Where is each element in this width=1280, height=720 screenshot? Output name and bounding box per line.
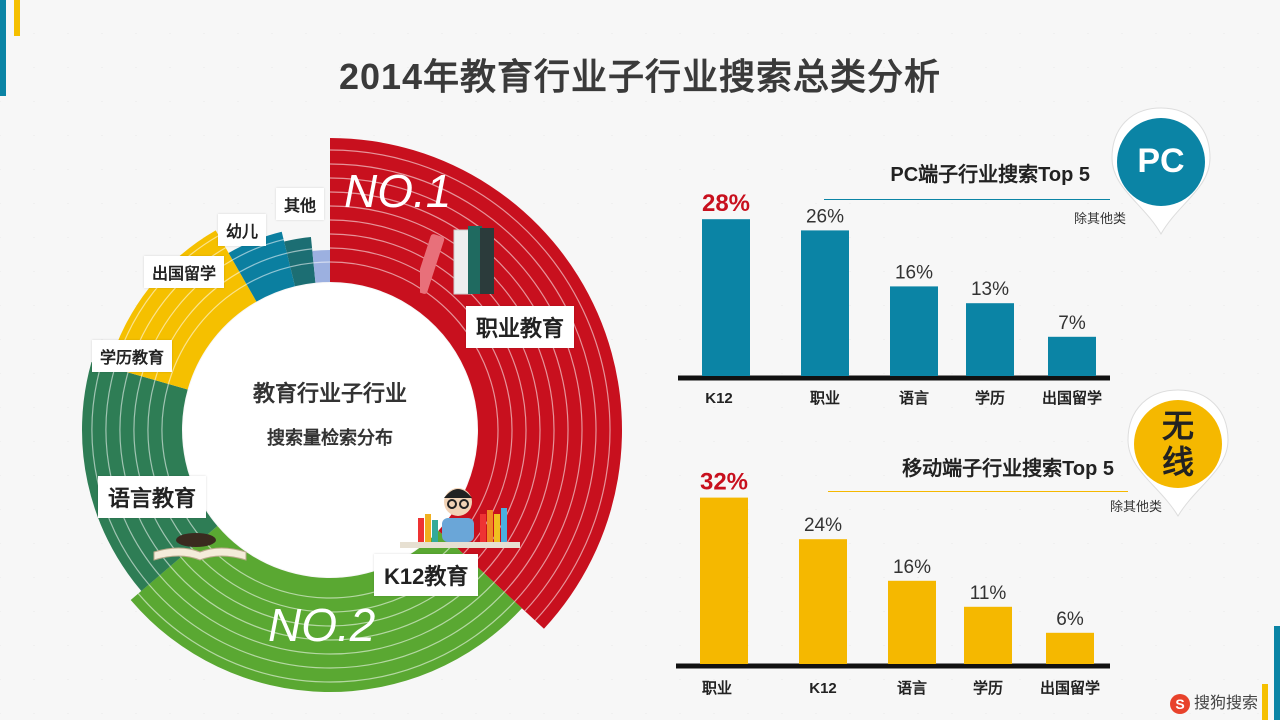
- donut-segment-6: [312, 250, 330, 283]
- chart1-bar-2: [888, 580, 936, 664]
- chart1-bar-1: [799, 539, 847, 664]
- chart0-bar-4: [1048, 336, 1096, 376]
- donut-ring-line: [147, 379, 193, 549]
- accent-bar-top-left-yellow: [14, 0, 20, 36]
- donut-ring-line: [239, 252, 288, 273]
- donut-ring-line: [329, 247, 513, 555]
- chart0-category-label-2: 语言: [899, 389, 929, 407]
- donut-ring-line: [286, 248, 313, 254]
- open-book-illustration: [153, 533, 247, 561]
- mobile-chart-title: 移动端子行业搜索Top 5: [902, 458, 1114, 480]
- chart1-category-label-1: K12: [809, 680, 837, 697]
- donut-ring-line: [329, 233, 527, 564]
- donut-ring-line: [290, 262, 314, 268]
- donut-ring-line: [232, 238, 284, 261]
- chart0-value-label-0: 28%: [702, 190, 750, 217]
- chart1-category-label-0: 职业: [702, 680, 732, 697]
- donut-ring-line: [148, 584, 505, 669]
- donut-ring-line: [313, 261, 331, 264]
- donut-ring-line: [137, 593, 516, 683]
- mobile-title-rule: [828, 491, 1128, 492]
- donut-ring-line: [133, 376, 182, 558]
- student-illustration: [400, 488, 520, 548]
- chart0-category-label-3: 学历: [975, 389, 1005, 407]
- donut-label-degree: 学历教育: [92, 340, 173, 372]
- chart1-value-label-1: 24%: [804, 515, 842, 536]
- mobile-chart-note: 除其他类: [1109, 499, 1162, 514]
- page-title: 2014年教育行业子行业搜索总类分析: [338, 56, 942, 97]
- chart1-bar-3: [964, 606, 1012, 664]
- chart0-bar-1: [801, 230, 849, 376]
- mobile-badge: [1127, 389, 1229, 517]
- chart0-category-label-1: 职业: [810, 390, 840, 407]
- donut-ring-line: [167, 283, 247, 385]
- pc-badge: [1111, 107, 1211, 236]
- donut-label-k12: K12教育: [374, 554, 479, 596]
- accent-bar-bottom-right: [1274, 626, 1280, 720]
- chart0-value-label-4: 7%: [1058, 313, 1086, 334]
- chart1-value-label-4: 6%: [1056, 609, 1084, 630]
- donut-center-title: 教育行业子行业: [252, 381, 407, 406]
- chart1-value-label-0: 32%: [700, 469, 748, 496]
- donut-ring-line: [246, 266, 291, 285]
- pc-title-rule: [824, 199, 1110, 200]
- chart1-value-label-2: 16%: [893, 557, 931, 578]
- chart1-category-label-3: 学历: [973, 679, 1003, 697]
- books-illustration: [420, 226, 494, 295]
- chart0-category-label-4: 出国留学: [1042, 389, 1102, 407]
- donut-label-vocational: 职业教育: [466, 306, 575, 348]
- donut-label-language: 语言教育: [98, 476, 207, 518]
- chart1-bar-4: [1046, 632, 1094, 664]
- donut-center-subtitle: 搜索量检索分布: [267, 428, 393, 448]
- donut-ring-line: [161, 383, 203, 540]
- chart1-category-label-4: 出国留学: [1040, 679, 1100, 697]
- rank-2-label: NO.2: [268, 599, 376, 651]
- donut-ring-line: [119, 372, 171, 567]
- sogou-logo-mark: S: [1169, 694, 1190, 714]
- donut-ring-line: [169, 565, 485, 641]
- donut-segment-0: [330, 138, 622, 629]
- donut-label-preschool: 幼儿: [218, 214, 267, 246]
- donut-segment-4: [228, 231, 295, 302]
- chart0-value-label-3: 13%: [971, 279, 1009, 300]
- donut-ring-line: [91, 364, 150, 585]
- donut-label-other: 其他: [276, 188, 325, 220]
- chart0-value-label-2: 16%: [895, 262, 933, 283]
- rank-1-label: NO.1: [344, 165, 452, 217]
- chart0-value-label-1: 26%: [806, 206, 844, 227]
- pc-chart-title: PC端子行业搜索Top 5: [890, 164, 1090, 186]
- accent-bar-bottom-right-yellow: [1262, 684, 1268, 720]
- chart0-bar-0: [702, 219, 750, 376]
- chart1-bar-0: [700, 497, 748, 664]
- accent-bar-top-left: [0, 0, 6, 96]
- donut-ring-line: [159, 574, 495, 655]
- chart1-value-label-3: 11%: [970, 583, 1007, 604]
- chart0-category-label-0: K12: [705, 390, 733, 407]
- sogou-logo-text: 搜狗搜索: [1193, 695, 1258, 713]
- donut-label-study-abroad: 出国留学: [144, 256, 225, 288]
- chart0-bar-3: [966, 303, 1014, 376]
- sogou-logo: S 搜狗搜索: [1169, 689, 1258, 714]
- chart1-category-label-2: 语言: [897, 679, 927, 697]
- pc-badge-label: PC: [1137, 142, 1185, 180]
- donut-hole: [183, 283, 477, 577]
- donut-ring-line: [329, 149, 611, 621]
- donut-ring-line: [329, 261, 499, 545]
- pc-chart-note: 除其他类: [1073, 211, 1126, 226]
- mobile-badge-label: 无线: [1161, 408, 1194, 480]
- chart0-bar-2: [890, 286, 938, 376]
